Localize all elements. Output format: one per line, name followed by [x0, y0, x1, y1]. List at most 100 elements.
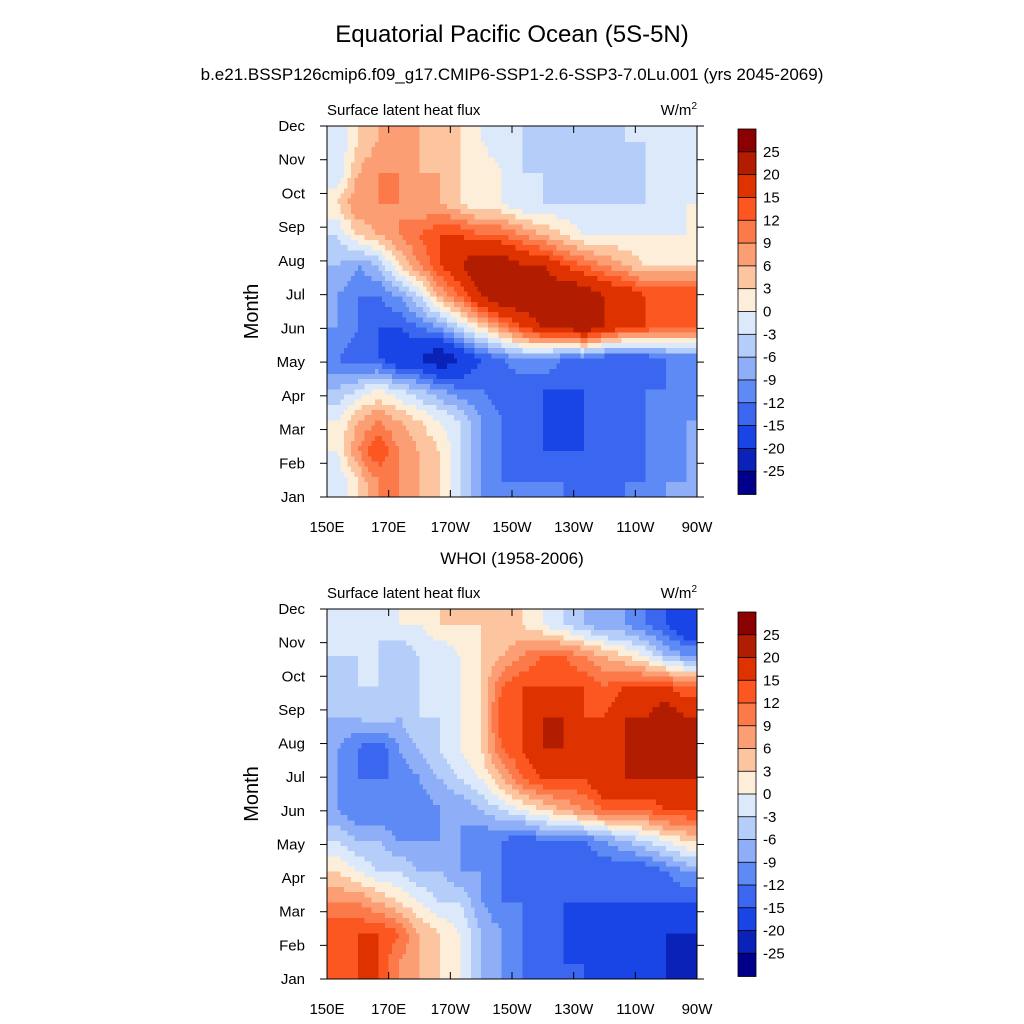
heatmap-cell — [508, 378, 513, 385]
heatmap-cell — [673, 414, 678, 421]
heatmap-cell — [686, 275, 691, 282]
heatmap-cell — [614, 285, 619, 292]
heatmap-cell — [535, 393, 541, 400]
heatmap-cell — [433, 476, 438, 483]
heatmap-cell — [539, 430, 544, 436]
heatmap-cell — [679, 332, 684, 338]
heatmap-cell — [388, 445, 393, 452]
heatmap-cell — [429, 259, 434, 266]
heatmap-cell — [621, 342, 626, 349]
heatmap-cell — [542, 378, 547, 385]
heatmap-cell — [498, 455, 503, 462]
heatmap-cell — [553, 347, 558, 354]
heatmap-cell — [392, 399, 397, 405]
heatmap-cell — [614, 363, 619, 369]
heatmap-cell — [679, 491, 684, 498]
heatmap-cell — [614, 275, 619, 282]
heatmap-cell — [686, 270, 691, 277]
heatmap-cell — [683, 435, 688, 441]
heatmap-cell — [604, 332, 609, 338]
heatmap-cell — [559, 466, 564, 472]
heatmap-cell — [419, 352, 424, 359]
heatmap-cell — [635, 326, 640, 333]
heatmap-cell — [693, 301, 698, 307]
heatmap-cell — [618, 285, 623, 292]
heatmap-cell — [477, 466, 482, 472]
heatmap-cell — [398, 296, 403, 302]
heatmap-cell — [573, 363, 578, 369]
heatmap-cell — [457, 471, 462, 477]
heatmap-cell — [467, 296, 472, 302]
heatmap-cell — [409, 491, 414, 498]
heatmap-cell — [470, 301, 475, 307]
heatmap-cell — [580, 455, 585, 462]
heatmap-cell — [398, 491, 403, 498]
heatmap-cell — [601, 280, 606, 287]
heatmap-cell — [515, 491, 520, 498]
heatmap-cell — [676, 471, 681, 477]
heatmap-cell — [501, 445, 506, 452]
heatmap-cell — [419, 301, 424, 307]
heatmap-cell — [669, 399, 674, 405]
heatmap-cell — [368, 466, 373, 472]
heatmap-cell — [628, 316, 633, 323]
heatmap-cell — [350, 290, 356, 297]
heatmap-cell — [457, 491, 462, 498]
heatmap-cell — [611, 285, 616, 292]
heatmap-cell — [361, 491, 366, 498]
heatmap-cell — [388, 399, 393, 405]
heatmap-cell — [371, 306, 376, 313]
heatmap-cell — [450, 435, 455, 441]
heatmap-cell — [594, 383, 599, 390]
heatmap-cell — [563, 466, 568, 472]
heatmap-cell — [577, 290, 582, 297]
heatmap-cell — [604, 326, 609, 333]
heatmap-cell — [419, 357, 424, 364]
heatmap-cell — [436, 296, 441, 302]
heatmap-cell — [652, 404, 657, 410]
heatmap-cell — [590, 378, 595, 385]
heatmap-cell — [604, 347, 609, 354]
heatmap-cell — [464, 414, 469, 421]
heatmap-cell — [405, 430, 410, 436]
heatmap-cell — [539, 404, 544, 410]
heatmap-cell — [652, 466, 657, 472]
heatmap-cell — [429, 409, 434, 416]
heatmap-cell — [690, 471, 695, 477]
heatmap-cell — [679, 326, 684, 333]
heatmap-cell — [535, 419, 541, 426]
heatmap-cell — [563, 404, 568, 410]
heatmap-cell — [625, 424, 630, 431]
heatmap-cell — [436, 280, 441, 287]
heatmap-cell — [638, 430, 643, 436]
heatmap-cell — [453, 296, 458, 302]
heatmap-cell — [501, 306, 506, 313]
heatmap-cell — [340, 301, 345, 307]
heatmap-cell — [374, 337, 379, 344]
heatmap-cell — [392, 450, 397, 457]
heatmap-cell — [546, 316, 551, 323]
heatmap-cell — [508, 373, 513, 380]
heatmap-cell — [621, 466, 626, 472]
heatmap-cell — [535, 316, 541, 323]
heatmap-cell — [542, 460, 547, 467]
heatmap-cell — [693, 409, 698, 416]
heatmap-cell — [594, 275, 599, 282]
heatmap-cell — [515, 326, 520, 333]
heatmap-cell — [597, 383, 602, 390]
heatmap-cell — [614, 430, 619, 436]
heatmap-cell — [573, 419, 578, 426]
heatmap-cell — [474, 383, 479, 390]
heatmap-cell — [669, 409, 674, 416]
heatmap-cell — [505, 311, 510, 318]
heatmap-cell — [577, 486, 582, 493]
heatmap-cell — [604, 275, 609, 282]
heatmap-cell — [611, 409, 616, 416]
heatmap-cell — [690, 306, 695, 313]
heatmap-cell — [333, 383, 338, 390]
heatmap-cell — [429, 342, 434, 349]
heatmap-cell — [607, 460, 612, 467]
heatmap-cell — [481, 337, 486, 344]
heatmap-cell — [559, 486, 564, 493]
heatmap-cell — [453, 455, 458, 462]
